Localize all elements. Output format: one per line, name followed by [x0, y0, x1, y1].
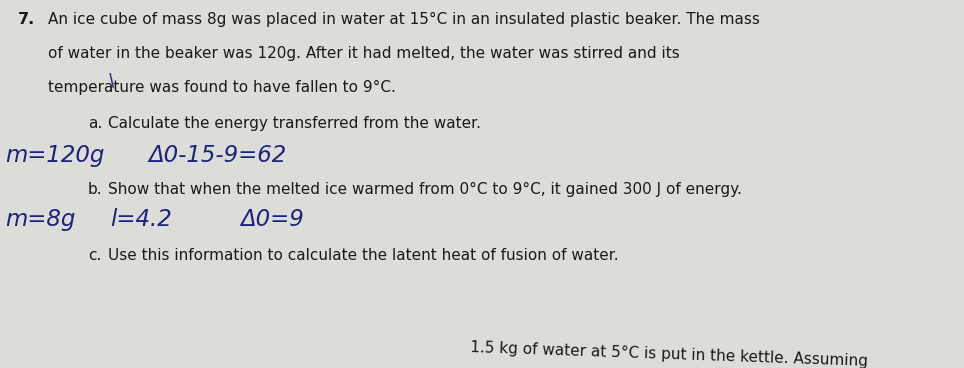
Text: m=8g: m=8g	[5, 208, 75, 231]
Text: An ice cube of mass 8g was placed in water at 15°C in an insulated plastic beake: An ice cube of mass 8g was placed in wat…	[48, 12, 760, 27]
Text: l=4.2: l=4.2	[110, 208, 172, 231]
Text: Use this information to calculate the latent heat of fusion of water.: Use this information to calculate the la…	[108, 248, 619, 263]
Text: temperature was found to have fallen to 9°C.: temperature was found to have fallen to …	[48, 80, 396, 95]
Text: a.: a.	[88, 116, 102, 131]
Text: Δ0-15-9=62: Δ0-15-9=62	[148, 144, 286, 167]
Text: \: \	[108, 72, 116, 91]
Text: 1.5 kg of water at 5°C is put in the kettle. Assuming: 1.5 kg of water at 5°C is put in the ket…	[470, 340, 869, 368]
Text: Δ0=9: Δ0=9	[240, 208, 304, 231]
Text: of water in the beaker was 120g. After it had melted, the water was stirred and : of water in the beaker was 120g. After i…	[48, 46, 680, 61]
Text: b.: b.	[88, 182, 102, 197]
Text: 7.: 7.	[18, 12, 36, 27]
Text: Calculate the energy transferred from the water.: Calculate the energy transferred from th…	[108, 116, 481, 131]
Text: m=120g: m=120g	[5, 144, 104, 167]
Text: c.: c.	[88, 248, 101, 263]
Text: Show that when the melted ice warmed from 0°C to 9°C, it gained 300 J of energy.: Show that when the melted ice warmed fro…	[108, 182, 742, 197]
